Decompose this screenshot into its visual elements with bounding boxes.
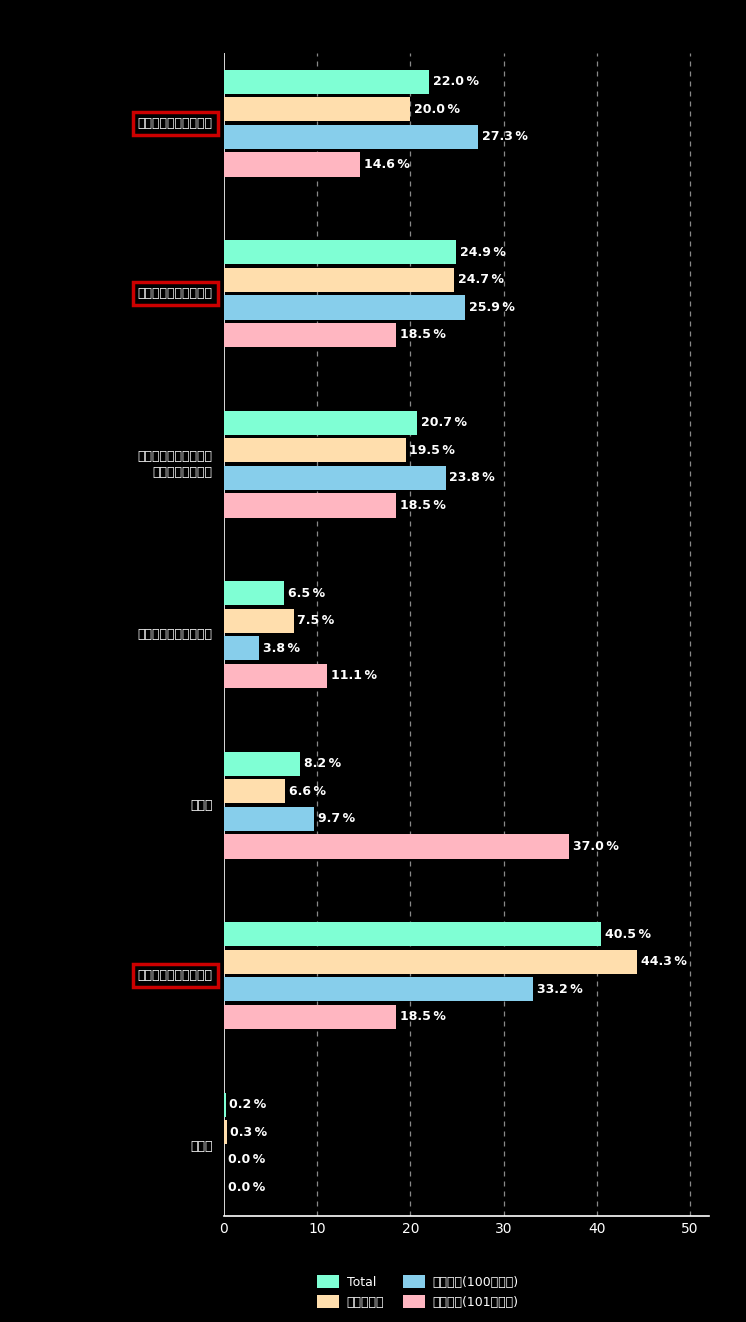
Bar <box>224 241 456 264</box>
Legend: Total, 小規模企業, 中小企業(100人以下), 中小企業(101人以上): Total, 小規模企業, 中小企業(100人以下), 中小企業(101人以上) <box>310 1269 525 1315</box>
Text: コストがかかりすぎる: コストがかかりすぎる <box>137 116 213 130</box>
Bar <box>224 949 637 974</box>
Text: 7.5 %: 7.5 % <box>298 615 335 627</box>
Text: 無回答: 無回答 <box>190 1140 213 1153</box>
Bar <box>224 438 406 463</box>
Text: 0.2 %: 0.2 % <box>230 1099 266 1112</box>
Text: 9.7 %: 9.7 % <box>318 812 355 825</box>
Text: 20.7 %: 20.7 % <box>421 416 466 430</box>
Text: 0.0 %: 0.0 % <box>228 1153 265 1166</box>
Text: 27.3 %: 27.3 % <box>482 131 528 143</box>
Text: 37.0 %: 37.0 % <box>573 839 618 853</box>
Text: 0.0 %: 0.0 % <box>228 1181 265 1194</box>
Bar <box>224 806 314 832</box>
Text: 23.8 %: 23.8 % <box>449 472 495 484</box>
Bar <box>224 664 327 687</box>
Bar <box>224 636 260 661</box>
Bar <box>224 295 466 320</box>
Bar <box>224 493 396 518</box>
Bar <box>224 608 294 633</box>
Text: 19.5 %: 19.5 % <box>410 444 455 457</box>
Text: 3.8 %: 3.8 % <box>263 642 300 654</box>
Text: 25.9 %: 25.9 % <box>469 301 515 313</box>
Bar <box>224 582 284 605</box>
Text: 18.5 %: 18.5 % <box>400 1010 446 1023</box>
Text: 0.3 %: 0.3 % <box>231 1126 268 1138</box>
Text: 14.6 %: 14.6 % <box>363 157 410 171</box>
Bar <box>224 152 360 177</box>
Bar <box>224 1120 227 1145</box>
Text: どこからどう始めたら
いいか分からない: どこからどう始めたら いいか分からない <box>137 449 213 479</box>
Bar <box>224 779 285 804</box>
Text: 必要性を感じていない: 必要性を感じていない <box>137 969 213 982</box>
Text: 6.5 %: 6.5 % <box>288 587 325 600</box>
Text: 8.2 %: 8.2 % <box>304 758 341 771</box>
Bar <box>224 411 417 435</box>
Bar <box>224 1005 396 1029</box>
Bar <box>224 70 429 94</box>
Text: その他: その他 <box>190 798 213 812</box>
Text: 24.7 %: 24.7 % <box>458 274 504 287</box>
Text: 18.5 %: 18.5 % <box>400 498 446 512</box>
Text: 33.2 %: 33.2 % <box>537 982 583 995</box>
Text: 22.0 %: 22.0 % <box>433 75 479 89</box>
Text: 40.5 %: 40.5 % <box>605 928 651 941</box>
Text: 11.1 %: 11.1 % <box>331 669 377 682</box>
Bar <box>224 323 396 348</box>
Text: 導入後の手間がかかる: 導入後の手間がかかる <box>137 628 213 641</box>
Text: 費用対効果が見えない: 費用対効果が見えない <box>137 287 213 300</box>
Text: 18.5 %: 18.5 % <box>400 328 446 341</box>
Bar <box>224 267 454 292</box>
Bar <box>224 921 601 947</box>
Bar <box>224 834 568 858</box>
Bar <box>224 1092 225 1117</box>
Text: 24.9 %: 24.9 % <box>460 246 506 259</box>
Bar <box>224 751 300 776</box>
Bar <box>224 97 410 122</box>
Bar <box>224 124 478 149</box>
Bar <box>224 465 446 490</box>
Bar <box>224 977 533 1002</box>
Text: 20.0 %: 20.0 % <box>414 103 460 116</box>
Text: 6.6 %: 6.6 % <box>289 785 326 797</box>
Text: 44.3 %: 44.3 % <box>641 956 686 968</box>
